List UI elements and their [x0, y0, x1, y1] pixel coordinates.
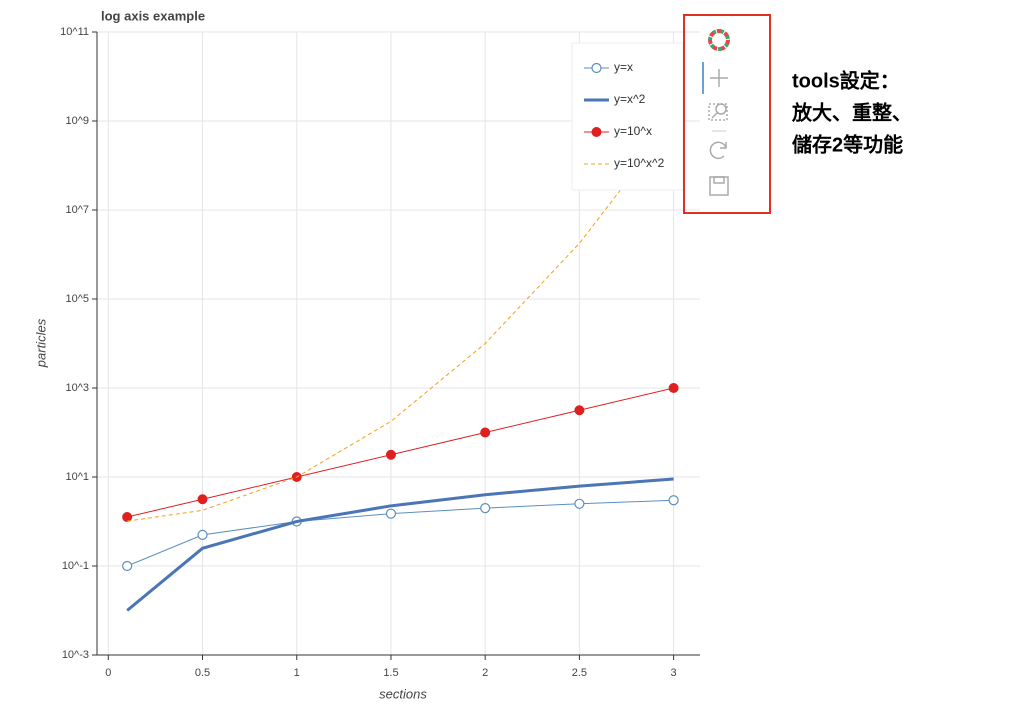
- marker: [385, 449, 396, 460]
- y-tick-label: 10^11: [60, 26, 89, 38]
- legend-label: y=x: [614, 60, 633, 74]
- y-tick-label: 10^1: [65, 471, 89, 483]
- marker: [591, 127, 602, 137]
- x-tick-label: 1.5: [383, 667, 398, 679]
- annotation-line: 放大、重整、: [791, 100, 912, 124]
- x-tick-label: 2: [482, 667, 488, 679]
- legend-label: y=10^x^2: [614, 156, 665, 170]
- highlight-box: [683, 14, 771, 214]
- marker: [668, 383, 679, 393]
- ticks: 10^-3 10^-1 10^1 10^3 10^5 10^7 10^9 10^11 0 0.5 1…: [60, 26, 677, 679]
- x-tick-label: 0: [105, 667, 111, 679]
- reset-tool[interactable]: [709, 141, 727, 160]
- legend: y=x y=x^2 y=10^x y=10^x^2: [571, 42, 684, 191]
- marker: [480, 503, 491, 514]
- legend-label: y=10^x: [614, 124, 652, 138]
- y-tick-label: 10^7: [65, 204, 89, 216]
- series-line: [127, 387, 674, 518]
- x-tick-label: 3: [671, 667, 677, 679]
- box-zoom-tool[interactable]: [708, 103, 728, 121]
- save-tool[interactable]: [709, 176, 729, 196]
- x-tick-label: 1: [294, 667, 300, 679]
- toolbar: [683, 14, 771, 214]
- marker: [574, 498, 585, 509]
- annotation-line: 儲存2等功能: [792, 132, 903, 156]
- marker: [385, 508, 397, 519]
- x-axis-label: sections: [379, 686, 427, 701]
- marker: [122, 512, 133, 523]
- y-tick-label: 10^3: [65, 382, 89, 394]
- marker: [197, 529, 208, 540]
- series-line: [126, 477, 674, 612]
- marker: [591, 62, 602, 74]
- series-line: [126, 499, 674, 567]
- series: [122, 120, 679, 612]
- y-tick-label: 10^9: [65, 115, 89, 127]
- y-tick-label: 10^5: [65, 293, 89, 305]
- x-tick-label: 2.5: [572, 667, 587, 679]
- marker: [197, 494, 208, 505]
- bokeh-logo[interactable]: [708, 29, 730, 51]
- annotation-line: tools設定：: [792, 68, 900, 92]
- pan-tool[interactable]: [710, 69, 728, 87]
- marker: [122, 560, 133, 572]
- chart-title: log axis example: [101, 8, 205, 23]
- legend-label: y=x^2: [614, 92, 646, 106]
- marker: [480, 427, 491, 438]
- marker: [574, 405, 585, 416]
- y-axis-label: particles: [33, 318, 48, 368]
- y-tick-label: 10^-1: [62, 560, 89, 572]
- marker: [668, 495, 679, 506]
- x-tick-label: 0.5: [195, 667, 210, 679]
- y-tick-label: 10^-3: [62, 649, 89, 661]
